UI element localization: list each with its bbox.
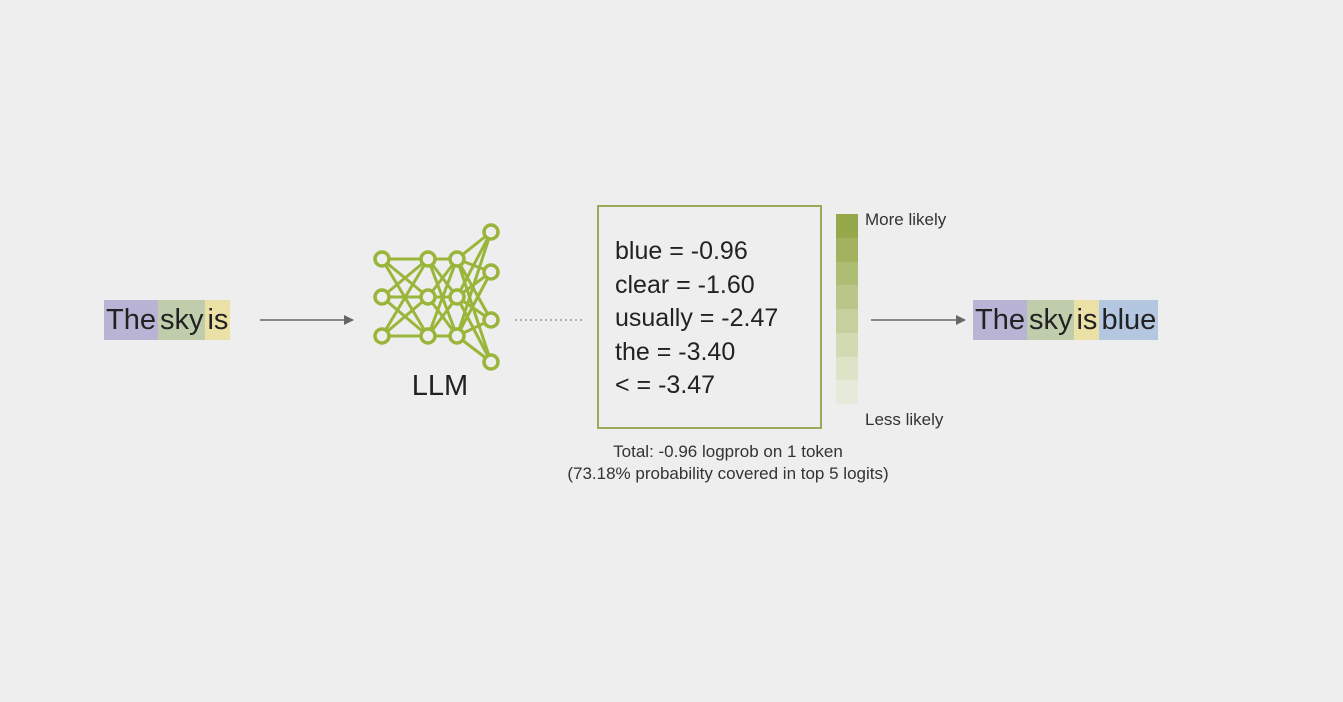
scale-label-less-likely: Less likely: [865, 410, 944, 429]
network-node: [419, 327, 437, 345]
input-token-sequence: The sky is: [104, 300, 231, 340]
network-node: [373, 327, 391, 345]
logit-row: < = -3.47: [615, 371, 716, 399]
network-node: [419, 288, 437, 306]
logits-box: blue = -0.96 clear = -1.60 usually = -2.…: [597, 205, 822, 429]
logit-row: blue = -0.96: [615, 237, 748, 265]
network-node: [419, 250, 437, 268]
scale-segment: [836, 285, 858, 309]
scale-label-more-likely: More likely: [865, 210, 947, 229]
neural-network-icon: [373, 223, 500, 371]
network-edge: [455, 271, 493, 337]
scale-segment: [836, 261, 858, 286]
logit-row: clear = -1.60: [615, 270, 755, 299]
caption-total: Total: -0.96 logprob on 1 token: [613, 442, 843, 461]
scale-segment: [836, 332, 858, 357]
network-edge: [455, 258, 493, 321]
network-node: [482, 311, 500, 329]
network-node: [482, 263, 500, 281]
network-node: [373, 288, 391, 306]
network-edge: [426, 258, 459, 337]
scale-segment: [836, 309, 858, 333]
network-node: [448, 250, 466, 268]
network-edge: [381, 257, 429, 299]
output-token: blue: [1099, 300, 1159, 340]
scale-segment: [836, 356, 858, 381]
network-edge: [380, 258, 430, 337]
output-token: The: [973, 300, 1027, 340]
input-token: The: [104, 300, 158, 340]
network-node: [482, 353, 500, 371]
network-edge: [381, 295, 429, 338]
llm-label: LLM: [411, 370, 469, 402]
network-edge: [455, 258, 493, 363]
logit-row: usually = -2.47: [615, 304, 779, 332]
summary-caption: Total: -0.96 logprob on 1 token (73.18% …: [540, 441, 916, 485]
scale-segment: [836, 237, 858, 262]
caption-coverage: (73.18% probability covered in top 5 log…: [567, 464, 889, 483]
network-node: [448, 288, 466, 306]
scale-segment: [836, 380, 858, 404]
input-token: sky: [157, 300, 206, 340]
output-token-sequence: The sky is blue: [973, 300, 1159, 340]
network-edge: [455, 231, 493, 298]
input-token: is: [205, 300, 231, 340]
scale-segment: [836, 214, 858, 238]
output-token: sky: [1026, 300, 1075, 340]
network-node: [448, 327, 466, 345]
network-node: [482, 223, 500, 241]
likelihood-scale: [836, 214, 858, 404]
output-token: is: [1074, 300, 1100, 340]
network-node: [373, 250, 391, 268]
network-edge: [455, 231, 493, 337]
logit-row: the = -3.40: [615, 337, 736, 366]
